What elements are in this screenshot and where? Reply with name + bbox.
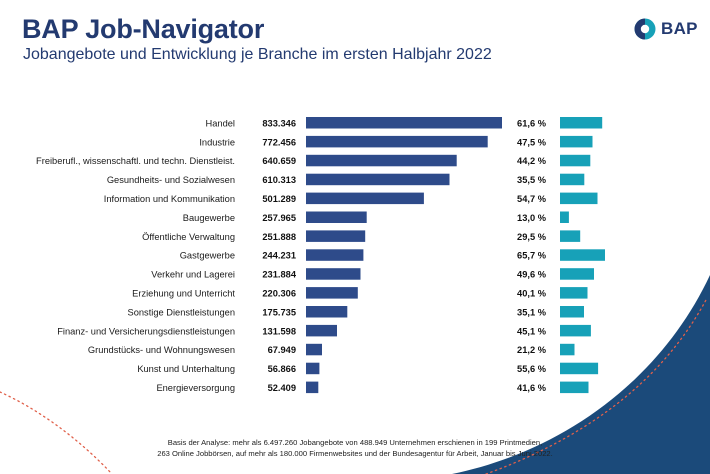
percent-label: 65,7 % <box>517 251 547 261</box>
category-label: Sonstige Dienstleistungen <box>128 307 236 317</box>
category-label: Grundstücks- und Wohnungswesen <box>88 345 235 355</box>
percent-label: 61,6 % <box>517 118 547 128</box>
percent-label: 40,1 % <box>517 288 547 298</box>
dotted-arc-left <box>0 391 113 474</box>
bar-entwicklung <box>560 381 589 394</box>
bar-entwicklung <box>560 135 593 148</box>
page-subtitle: Jobangebote und Entwicklung je Branche i… <box>23 46 492 63</box>
bar-jobangebote <box>306 230 366 242</box>
category-label: Gastgewerbe <box>180 251 235 261</box>
category-label: Energieversorgung <box>156 383 235 393</box>
bar-entwicklung <box>560 249 605 261</box>
bar-jobangebote <box>306 211 367 223</box>
category-label: Industrie <box>199 137 235 147</box>
value-label: 231.884 <box>262 270 296 280</box>
footnote-line-2: 263 Online Jobbörsen, auf mehr als 180.0… <box>157 449 553 458</box>
percent-label: 45,1 % <box>517 326 547 336</box>
bar-entwicklung <box>560 192 598 205</box>
value-label: 251.888 <box>262 232 296 242</box>
percent-label: 35,5 % <box>517 175 547 185</box>
value-label: 244.231 <box>262 251 296 261</box>
bar-jobangebote <box>306 324 337 337</box>
value-label: 833.346 <box>262 118 296 128</box>
category-label: Kunst und Unterhaltung <box>137 364 235 374</box>
logo-text: BAP <box>661 19 698 38</box>
value-label: 52.409 <box>268 383 296 393</box>
bar-jobangebote <box>306 117 502 129</box>
category-label: Öffentliche Verwaltung <box>142 232 235 242</box>
bar-jobangebote <box>306 173 450 186</box>
bar-entwicklung <box>560 362 599 375</box>
percent-label: 29,5 % <box>517 232 547 242</box>
value-label: 610.313 <box>262 175 296 185</box>
bar-entwicklung <box>560 173 585 186</box>
bar-jobangebote <box>306 249 364 261</box>
footnote-line-1: Basis der Analyse: mehr als 6.497.260 Jo… <box>167 438 543 447</box>
category-label: Finanz- und Versicherungsdienstleistunge… <box>57 326 235 336</box>
category-label: Verkehr und Lagerei <box>151 270 235 280</box>
bar-entwicklung <box>560 287 588 299</box>
bar-jobangebote <box>306 268 361 280</box>
value-label: 501.289 <box>262 194 296 204</box>
bar-jobangebote <box>306 306 348 318</box>
category-label: Freiberufl., wissenschaftl. und techn. D… <box>36 156 235 166</box>
percent-label: 21,2 % <box>517 345 547 355</box>
bar-entwicklung <box>560 268 594 280</box>
category-label: Gesundheits- und Sozialwesen <box>107 175 235 185</box>
percent-label: 13,0 % <box>517 213 547 223</box>
bar-entwicklung <box>560 230 581 242</box>
dotted-arc-right <box>485 299 707 474</box>
percent-label: 54,7 % <box>517 194 547 204</box>
value-label: 56.866 <box>268 364 296 374</box>
bar-jobangebote <box>306 135 488 148</box>
bar-entwicklung <box>560 306 584 318</box>
percent-label: 49,6 % <box>517 270 547 280</box>
bar-entwicklung <box>560 343 575 356</box>
bar-jobangebote <box>306 362 320 375</box>
bap-logo: BAP <box>634 18 698 40</box>
bar-entwicklung <box>560 211 569 223</box>
category-label: Baugewerbe <box>183 213 235 223</box>
bap-logo-icon <box>634 18 656 40</box>
bar-jobangebote <box>306 381 319 394</box>
corner-wave <box>452 275 710 474</box>
value-label: 175.735 <box>262 307 296 317</box>
percent-label: 35,1 % <box>517 307 547 317</box>
category-label: Erziehung und Unterricht <box>132 288 235 298</box>
percent-label: 44,2 % <box>517 156 547 166</box>
bar-jobangebote <box>306 192 424 205</box>
value-label: 257.965 <box>262 213 296 223</box>
category-label: Information und Kommunikation <box>104 194 235 204</box>
bar-entwicklung <box>560 324 591 337</box>
bar-entwicklung <box>560 154 591 167</box>
footnote: Basis der Analyse: mehr als 6.497.260 Jo… <box>100 437 610 459</box>
bar-entwicklung <box>560 117 603 129</box>
bar-jobangebote <box>306 343 322 356</box>
percent-label: 55,6 % <box>517 364 547 374</box>
value-label: 131.598 <box>262 326 296 336</box>
value-label: 67.949 <box>268 345 296 355</box>
percent-label: 47,5 % <box>517 137 547 147</box>
value-label: 640.659 <box>262 156 296 166</box>
bar-jobangebote <box>306 287 358 299</box>
value-label: 772.456 <box>262 137 296 147</box>
value-label: 220.306 <box>262 288 296 298</box>
page-title: BAP Job-Navigator <box>22 14 265 44</box>
category-label: Handel <box>206 118 235 128</box>
bar-jobangebote <box>306 154 457 167</box>
percent-label: 41,6 % <box>517 383 547 393</box>
